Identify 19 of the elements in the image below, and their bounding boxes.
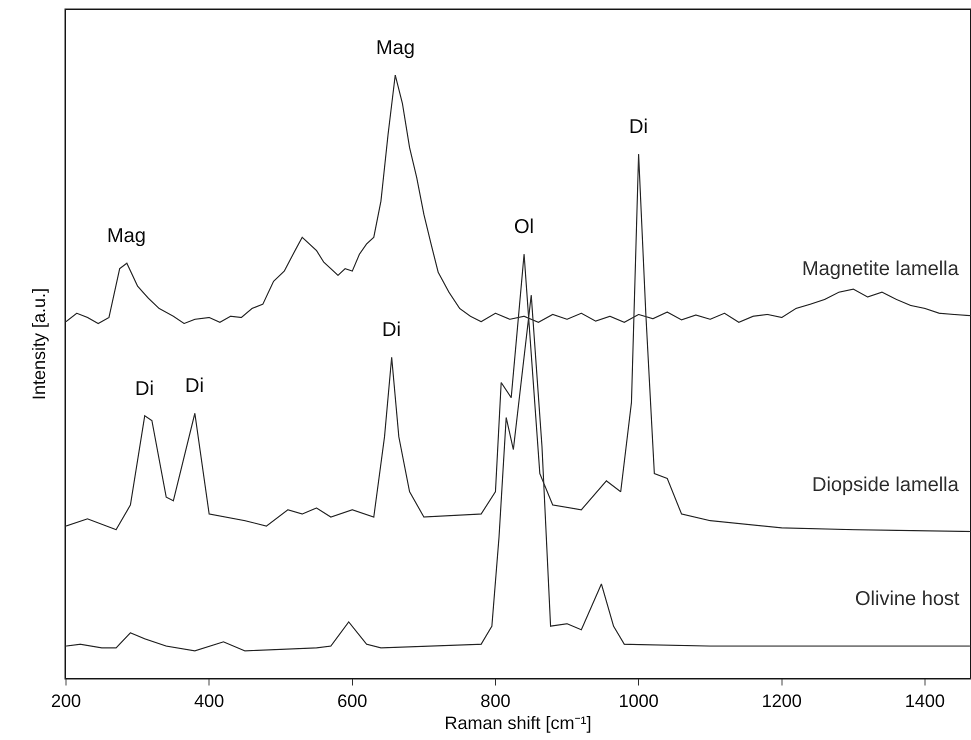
x-tick-label: 1400: [904, 691, 945, 712]
x-tick-label: 1200: [762, 691, 802, 712]
y-axis-title: Intensity [a.u.]: [28, 288, 49, 400]
x-tick-label: 1000: [618, 691, 659, 712]
x-tick-label: 800: [480, 691, 510, 712]
annotation: Di: [185, 375, 204, 397]
series-label: Olivine host: [855, 588, 960, 610]
x-tick-label: 600: [337, 691, 368, 712]
x-tick-label: 400: [194, 691, 224, 712]
annotation: Di: [135, 378, 154, 400]
annotation: Di: [629, 116, 648, 138]
annotation: Di: [382, 319, 401, 341]
annotation: Ol: [514, 216, 534, 238]
x-axis-title: Raman shift [cm⁻¹]: [444, 712, 592, 733]
annotation: Mag: [107, 225, 146, 247]
x-tick-label: 200: [50, 691, 82, 712]
series-label: Diopside lamella: [812, 474, 960, 496]
annotation: Mag: [376, 37, 415, 59]
series-label: Magnetite lamella: [802, 258, 960, 280]
